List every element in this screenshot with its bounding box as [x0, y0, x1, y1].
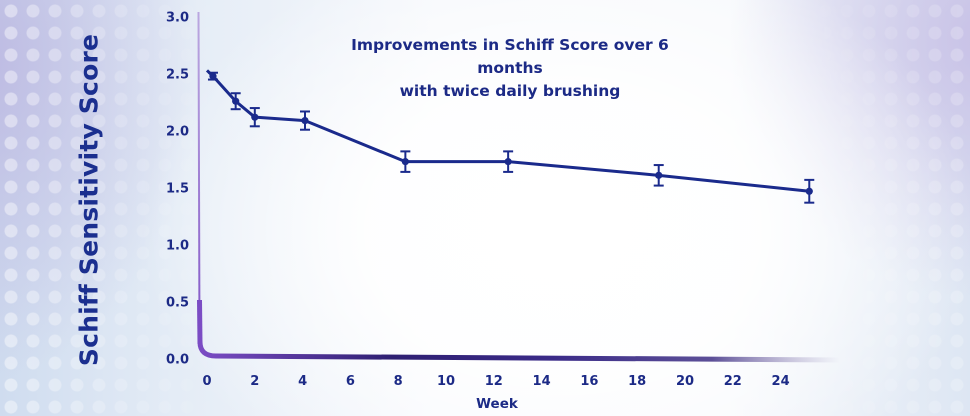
data-point: [503, 150, 514, 173]
x-tick-label: 18: [628, 374, 647, 389]
y-axis-line-lower: [197, 299, 203, 345]
y-axis-line: [197, 11, 201, 341]
x-tick-label: 4: [298, 374, 308, 389]
x-tick-label: 0: [202, 374, 212, 389]
data-point: [249, 107, 260, 128]
chart-title-line-2: with twice daily brushing: [399, 82, 621, 100]
x-tick-label: 16: [580, 374, 599, 389]
x-tick-label: 10: [436, 374, 456, 389]
x-tick-label: 20: [675, 374, 695, 389]
y-tick-label: 1.5: [166, 181, 190, 197]
x-tick-label: 2: [250, 374, 260, 389]
y-tick-label: 3.0: [166, 10, 190, 26]
y-tick-label: 2.5: [166, 67, 190, 83]
y-tick-label: 0.0: [166, 352, 190, 368]
y-tick-label: 2.0: [166, 124, 190, 140]
x-tick-label: 8: [393, 374, 403, 389]
data-point: [653, 164, 664, 187]
series-line: [205, 69, 810, 193]
data-point: [207, 71, 218, 81]
x-tick-label: 12: [484, 374, 503, 389]
data-series: [205, 69, 815, 204]
data-point: [299, 110, 310, 131]
data-point: [400, 150, 411, 173]
data-point: [804, 178, 815, 204]
y-tick-label: 0.5: [166, 295, 190, 311]
x-axis-title: Week: [476, 396, 518, 412]
y-tick-label: 1.0: [166, 238, 190, 254]
x-tick-label: 24: [771, 374, 790, 389]
x-tick-label: 6: [345, 374, 355, 389]
chart-title-line-1: Improvements in Schiff Score over 6 mont…: [351, 36, 669, 77]
x-axis-line: [197, 339, 843, 363]
chart-title: Improvements in Schiff Score over 6 mont…: [334, 34, 686, 103]
x-tick-label: 22: [723, 374, 742, 389]
data-point: [230, 92, 241, 111]
x-tick-label: 14: [532, 374, 551, 389]
